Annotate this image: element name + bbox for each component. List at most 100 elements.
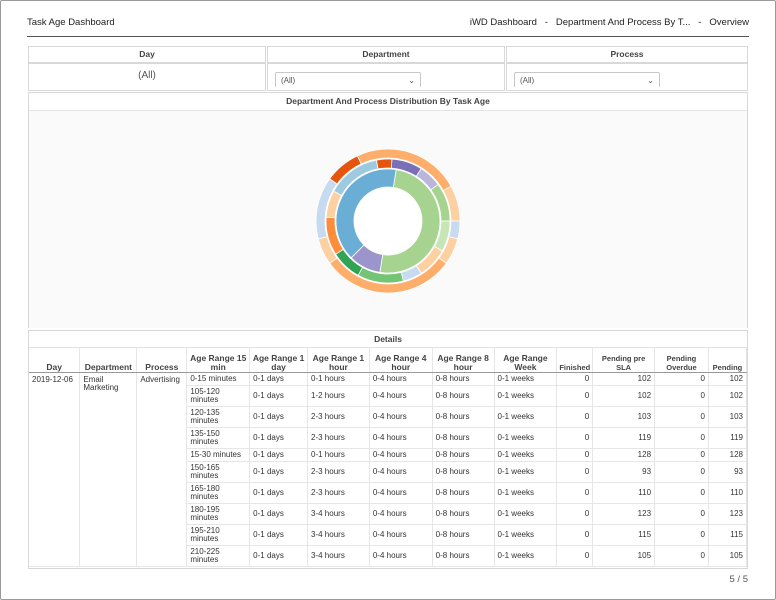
department-filter: (All) ⌄ bbox=[267, 63, 505, 91]
cell-age-range-15min: 150-165 minutes bbox=[186, 461, 251, 483]
cell-age-range-15min: 180-195 minutes bbox=[186, 503, 251, 525]
table-row: 150-165 minutes 0-1 days 2-3 hours 0-4 hour… bbox=[29, 461, 747, 483]
details-panel: Details Day Department Process Age Range… bbox=[28, 330, 748, 569]
cell-finished: 0 bbox=[556, 385, 594, 407]
cell-age-range-8hour: 0-8 hours bbox=[432, 524, 495, 546]
cell-pending-overdue: 0 bbox=[654, 524, 709, 546]
cell-age-range-8hour: 0-8 hours bbox=[432, 545, 495, 567]
cell-age-range-week: 0-1 weeks bbox=[494, 372, 558, 386]
ring-2-slice-2[interactable] bbox=[448, 220, 461, 240]
col-department[interactable]: Department bbox=[79, 347, 138, 373]
breadcrumb-item-root[interactable]: iWD Dashboard bbox=[469, 17, 537, 28]
cell-age-range-1day: 0-1 days bbox=[249, 448, 309, 462]
cell-age-range-1hour: 0-1 hours bbox=[307, 448, 370, 462]
details-table: Day Department Process Age Range 15 min … bbox=[29, 347, 747, 567]
cell-age-range-1hour: 0-1 hours bbox=[307, 372, 370, 386]
page-header: Task Age Dashboard iWD Dashboard - Depar… bbox=[27, 14, 749, 37]
table-row: 135-150 minutes 0-1 days 2-3 hours 0-4 hour… bbox=[29, 427, 747, 449]
col-pending[interactable]: Pending bbox=[708, 347, 747, 373]
cell-age-range-1day: 0-1 days bbox=[249, 545, 309, 567]
day-filter-label: Day bbox=[28, 46, 266, 63]
cell-age-range-8hour: 0-8 hours bbox=[432, 461, 495, 483]
cell-age-range-15min: 135-150 minutes bbox=[186, 427, 251, 449]
cell-finished: 0 bbox=[556, 448, 594, 462]
cell-age-range-8hour: 0-8 hours bbox=[432, 503, 495, 525]
cell-age-range-8hour: 0-8 hours bbox=[432, 482, 495, 504]
ring-0-slice-0[interactable] bbox=[379, 169, 441, 274]
cell-pending: 128 bbox=[708, 448, 747, 462]
col-age-range-8hour[interactable]: Age Range 8 hour bbox=[432, 347, 495, 373]
process-filter: (All) ⌄ bbox=[506, 63, 748, 91]
col-finished[interactable]: Finished bbox=[556, 347, 594, 373]
process-filter-label: Process bbox=[506, 46, 748, 63]
cell-pending-pre-sla: 93 bbox=[592, 461, 656, 483]
ring-0-slice-2[interactable] bbox=[335, 168, 397, 259]
cell-age-range-15min: 0-15 minutes bbox=[186, 372, 251, 386]
cell-age-range-15min: 105-120 minutes bbox=[186, 385, 251, 407]
cell-finished: 0 bbox=[556, 482, 594, 504]
table-row: 15-30 minutes 0-1 days 0-1 hours 0-4 hours 0… bbox=[29, 448, 747, 462]
cell-pending: 105 bbox=[708, 545, 747, 567]
col-day[interactable]: Day bbox=[29, 347, 81, 373]
cell-age-range-15min: 120-135 minutes bbox=[186, 406, 251, 428]
cell-pending-overdue: 0 bbox=[654, 482, 709, 504]
cell-age-range-4hour: 0-4 hours bbox=[369, 545, 433, 567]
cell-age-range-week: 0-1 weeks bbox=[494, 482, 558, 504]
process-dropdown-value: (All) bbox=[520, 76, 535, 85]
col-age-range-1day[interactable]: Age Range 1 day bbox=[249, 347, 309, 373]
cell-pending-pre-sla: 110 bbox=[592, 482, 656, 504]
cell-age-range-8hour: 0-8 hours bbox=[432, 385, 495, 407]
cell-department: Email Marketing bbox=[79, 372, 138, 567]
cell-pending-pre-sla: 102 bbox=[592, 372, 656, 386]
col-pending-pre-sla[interactable]: Pending pre SLA bbox=[592, 347, 656, 373]
cell-pending-overdue: 0 bbox=[654, 545, 709, 567]
breadcrumb-item-report[interactable]: Department And Process By T... bbox=[555, 17, 691, 28]
ring-2-slice-7[interactable] bbox=[329, 155, 362, 185]
table-row: 195-210 minutes 0-1 days 3-4 hours 0-4 hour… bbox=[29, 524, 747, 546]
cell-pending-overdue: 0 bbox=[654, 448, 709, 462]
cell-pending: 103 bbox=[708, 406, 747, 428]
col-age-range-4hour[interactable]: Age Range 4 hour bbox=[369, 347, 433, 373]
cell-pending-overdue: 0 bbox=[654, 427, 709, 449]
sunburst-chart[interactable] bbox=[29, 111, 747, 328]
cell-age-range-8hour: 0-8 hours bbox=[432, 427, 495, 449]
chart-title: Department And Process Distribution By T… bbox=[286, 96, 490, 106]
table-row: 210-225 minutes 0-1 days 3-4 hours 0-4 hour… bbox=[29, 545, 747, 567]
cell-pending: 123 bbox=[708, 503, 747, 525]
department-dropdown[interactable]: (All) ⌄ bbox=[275, 72, 421, 87]
table-row: 165-180 minutes 0-1 days 2-3 hours 0-4 hour… bbox=[29, 482, 747, 504]
process-dropdown[interactable]: (All) ⌄ bbox=[514, 72, 660, 87]
chevron-down-icon: ⌄ bbox=[408, 76, 415, 85]
cell-pending-pre-sla: 115 bbox=[592, 524, 656, 546]
cell-pending-overdue: 0 bbox=[654, 385, 709, 407]
breadcrumb-separator: - bbox=[539, 17, 554, 28]
cell-age-range-week: 0-1 weeks bbox=[494, 545, 558, 567]
col-age-range-week[interactable]: Age Range Week bbox=[494, 347, 558, 373]
day-filter[interactable]: (All) bbox=[28, 63, 266, 91]
cell-pending: 102 bbox=[708, 385, 747, 407]
cell-age-range-1hour: 2-3 hours bbox=[307, 427, 370, 449]
col-age-range-15min[interactable]: Age Range 15 min bbox=[186, 347, 251, 373]
cell-age-range-1hour: 2-3 hours bbox=[307, 482, 370, 504]
cell-age-range-week: 0-1 weeks bbox=[494, 427, 558, 449]
cell-pending-pre-sla: 102 bbox=[592, 385, 656, 407]
ring-1-slice-11[interactable] bbox=[375, 158, 393, 170]
col-pending-overdue[interactable]: Pending Overdue bbox=[654, 347, 709, 373]
cell-age-range-8hour: 0-8 hours bbox=[432, 372, 495, 386]
cell-pending-overdue: 0 bbox=[654, 461, 709, 483]
day-filter-value[interactable]: (All) bbox=[138, 70, 156, 81]
cell-finished: 0 bbox=[556, 406, 594, 428]
details-title: Details bbox=[374, 334, 402, 344]
col-age-range-1hour[interactable]: Age Range 1 hour bbox=[307, 347, 370, 373]
cell-age-range-4hour: 0-4 hours bbox=[369, 372, 433, 386]
cell-age-range-1hour: 1-2 hours bbox=[307, 385, 370, 407]
cell-pending-overdue: 0 bbox=[654, 503, 709, 525]
table-row: 180-195 minutes 0-1 days 3-4 hours 0-4 hour… bbox=[29, 503, 747, 525]
cell-age-range-1hour: 2-3 hours bbox=[307, 461, 370, 483]
cell-age-range-4hour: 0-4 hours bbox=[369, 406, 433, 428]
col-process[interactable]: Process bbox=[136, 347, 188, 373]
chevron-down-icon: ⌄ bbox=[647, 76, 654, 85]
cell-pending-pre-sla: 128 bbox=[592, 448, 656, 462]
table-row: 2019-12-06 Email Marketing Advertising 0-15… bbox=[29, 372, 747, 567]
cell-pending: 93 bbox=[708, 461, 747, 483]
